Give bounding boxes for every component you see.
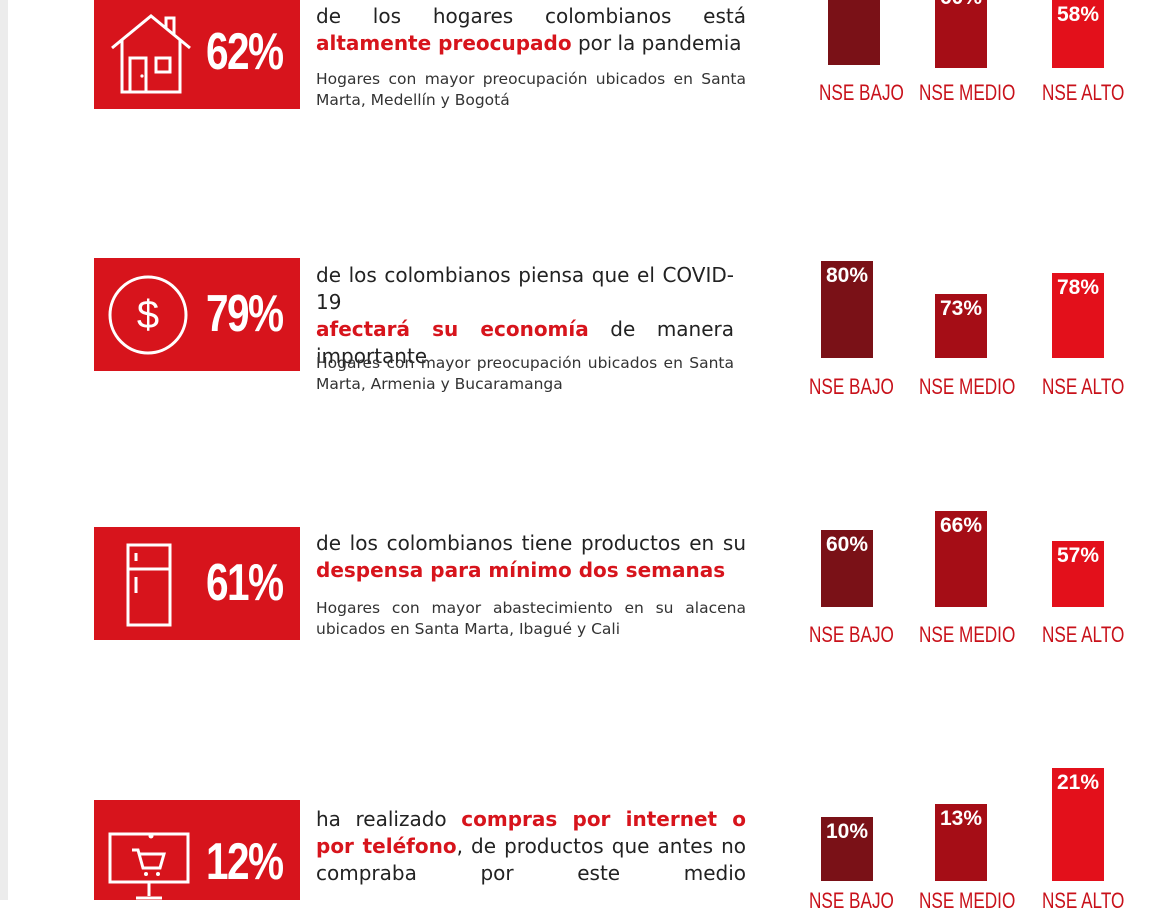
stat-subtext: Hogares con mayor abastecimiento en su a…	[316, 599, 746, 638]
bar-nse-medio: 60%	[935, 0, 987, 68]
bar-nse-alto: 57%	[1052, 541, 1104, 607]
bar-label: NSE MEDIO	[919, 80, 1016, 105]
bar-nse-bajo	[828, 0, 880, 65]
shopping-cart-screen-icon	[108, 832, 190, 900]
stat-percentage: 61%	[206, 554, 284, 612]
bar-value: 66%	[939, 514, 983, 537]
bar-nse-alto: 21%	[1052, 768, 1104, 881]
bar-label: NSE BAJO	[809, 374, 894, 399]
bar-nse-bajo: 60%	[821, 530, 873, 607]
description-line: de los colombianos tiene productos en su	[316, 531, 746, 555]
stat-description: ha realizado compras por internet o por …	[316, 806, 746, 887]
bar-nse-alto: 78%	[1052, 273, 1104, 358]
bar-nse-medio: 13%	[935, 804, 987, 881]
highlight-text: altamente preocupado	[316, 31, 572, 55]
bar-value: 13%	[939, 807, 983, 830]
svg-text:$: $	[137, 293, 159, 337]
bar-nse-bajo: 80%	[821, 261, 873, 358]
description-tail: de manera importante	[316, 317, 735, 368]
stat-subtext: Hogares con mayor preocupación ubicados …	[316, 70, 746, 109]
description-head: ha realizado	[316, 807, 447, 831]
fridge-icon	[126, 543, 172, 627]
bar-label: NSE ALTO	[1042, 622, 1125, 647]
highlight-text: afectará su economía	[316, 317, 589, 341]
bar-label: NSE ALTO	[1042, 888, 1125, 913]
dollar-coin-icon: $	[108, 275, 188, 355]
stat-subtext: Hogares con mayor preocupación ubicados …	[316, 354, 734, 393]
bar-label: NSE MEDIO	[919, 888, 1016, 913]
highlight-text: compras por internet o por teléfono	[316, 807, 747, 858]
stat-box-compras: 12%	[94, 800, 300, 900]
stat-box-economia: $ 79%	[94, 258, 300, 371]
bar-label: NSE BAJO	[819, 80, 904, 105]
bar-value: 78%	[1056, 276, 1100, 299]
bar-label: NSE ALTO	[1042, 80, 1125, 105]
bar-value: 21%	[1056, 771, 1100, 794]
bar-value: 73%	[939, 297, 983, 320]
stat-percentage: 62%	[206, 23, 284, 81]
bar-value: 10%	[825, 820, 869, 843]
stat-description: de los hogares colombianos está altament…	[316, 3, 746, 57]
stat-description: de los colombianos tiene productos en su…	[316, 530, 746, 584]
description-tail: , de productos que antes no compraba por…	[316, 834, 746, 885]
bar-value: 60%	[825, 533, 869, 556]
bar-nse-alto: 58%	[1052, 0, 1104, 68]
bar-label: NSE BAJO	[809, 888, 894, 913]
description-line: de los hogares colombianos está	[316, 4, 746, 28]
description-line: de los colombianos piensa que el COVID-1…	[316, 262, 734, 316]
bar-label: NSE MEDIO	[919, 622, 1016, 647]
bar-nse-medio: 66%	[935, 511, 987, 607]
bar-value: 57%	[1056, 544, 1100, 567]
bar-value: 80%	[825, 264, 869, 287]
description-tail: por la pandemia	[577, 31, 742, 55]
bar-label: NSE BAJO	[809, 622, 894, 647]
highlight-text: despensa para mínimo dos semanas	[316, 558, 726, 582]
bar-label: NSE MEDIO	[919, 374, 1016, 399]
bar-label: NSE ALTO	[1042, 374, 1125, 399]
description-head: de los colombianos piensa que el COVID-1…	[316, 263, 734, 314]
stat-percentage: 79%	[206, 285, 284, 343]
bar-nse-medio: 73%	[935, 294, 987, 358]
stat-box-despensa: 61%	[94, 527, 300, 640]
stat-description: de los colombianos piensa que el COVID-1…	[316, 262, 734, 370]
page-edge	[0, 0, 8, 900]
stat-box-hogares: 62%	[94, 0, 300, 109]
bar-value: 58%	[1056, 3, 1100, 26]
house-icon	[111, 14, 191, 94]
bar-value: 60%	[935, 0, 987, 10]
stat-percentage: 12%	[206, 833, 284, 891]
bar-nse-bajo: 10%	[821, 817, 873, 881]
